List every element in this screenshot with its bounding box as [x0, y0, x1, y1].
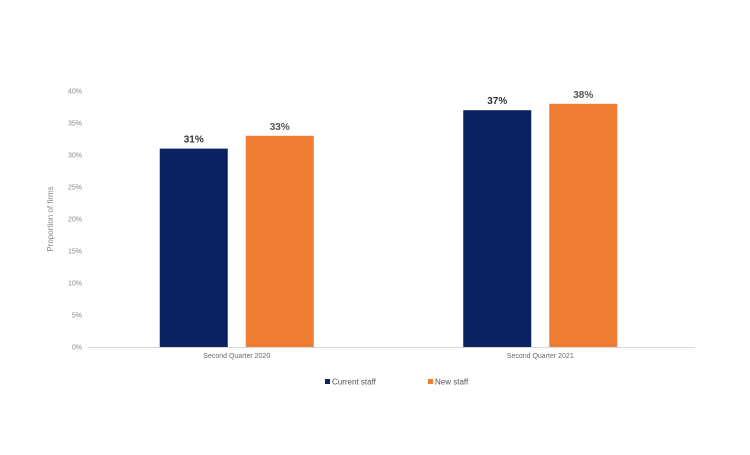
data-label: 33% [270, 122, 290, 133]
bar-current-staff [463, 110, 532, 347]
y-tick-label: 5% [72, 313, 82, 320]
data-label: 31% [184, 135, 204, 146]
y-tick-label: 15% [68, 249, 82, 256]
bar-current-staff [159, 148, 228, 347]
y-tick-label: 20% [68, 217, 82, 224]
y-tick-label: 25% [68, 185, 82, 192]
y-tick-label: 40% [68, 89, 82, 96]
x-tick-label: Second Quarter 2020 [203, 353, 270, 360]
legend-swatch [428, 379, 433, 384]
legend-swatch [325, 379, 330, 384]
bar-new-staff [549, 103, 618, 347]
y-axis-label: Proportion of firms [46, 186, 55, 251]
y-tick-label: 10% [68, 281, 82, 288]
data-label: 38% [573, 90, 593, 101]
legend-label: New staff [435, 378, 469, 387]
data-label: 37% [487, 96, 507, 107]
y-tick-label: 0% [72, 345, 82, 352]
x-tick-label: Second Quarter 2021 [507, 353, 574, 360]
y-tick-label: 35% [68, 121, 82, 128]
bar-new-staff [245, 135, 314, 347]
legend-label: Current staff [332, 378, 377, 387]
y-tick-label: 30% [68, 153, 82, 160]
